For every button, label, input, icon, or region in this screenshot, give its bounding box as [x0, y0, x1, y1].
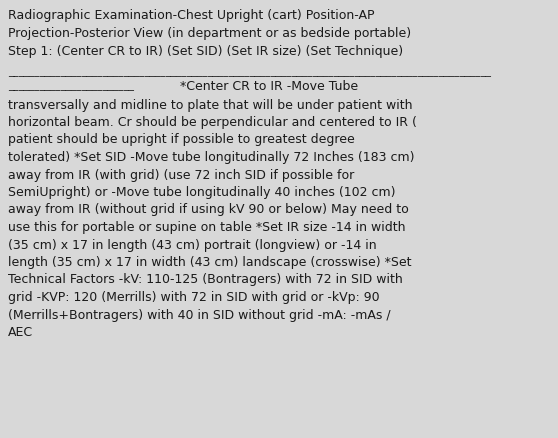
- Text: Technical Factors -kV: 110-125 (Bontragers) with 72 in SID with: Technical Factors -kV: 110-125 (Bontrage…: [8, 273, 403, 286]
- Text: AEC: AEC: [8, 325, 33, 338]
- Text: patient should be upright if possible to greatest degree: patient should be upright if possible to…: [8, 133, 355, 146]
- Text: ________________________: ________________________: [8, 81, 134, 91]
- Text: away from IR (without grid if using kV 90 or below) May need to: away from IR (without grid if using kV 9…: [8, 203, 409, 216]
- Text: tolerated) *Set SID -Move tube longitudinally 72 Inches (183 cm): tolerated) *Set SID -Move tube longitudi…: [8, 151, 415, 164]
- Text: Step 1: (Center CR to IR) (Set SID) (Set IR size) (Set Technique): Step 1: (Center CR to IR) (Set SID) (Set…: [8, 45, 403, 58]
- Text: grid -KVP: 120 (Merrills) with 72 in SID with grid or -kVp: 90: grid -KVP: 120 (Merrills) with 72 in SID…: [8, 290, 379, 303]
- Text: horizontal beam. Cr should be perpendicular and centered to IR (: horizontal beam. Cr should be perpendicu…: [8, 116, 417, 129]
- Text: length (35 cm) x 17 in width (43 cm) landscape (crosswise) *Set: length (35 cm) x 17 in width (43 cm) lan…: [8, 255, 411, 268]
- Text: Projection-Posterior View (in department or as bedside portable): Projection-Posterior View (in department…: [8, 27, 411, 40]
- Text: away from IR (with grid) (use 72 inch SID if possible for: away from IR (with grid) (use 72 inch SI…: [8, 168, 354, 181]
- Text: Radiographic Examination-Chest Upright (cart) Position-AP: Radiographic Examination-Chest Upright (…: [8, 9, 374, 22]
- Text: transversally and midline to plate that will be under patient with: transversally and midline to plate that …: [8, 98, 412, 111]
- Text: *Center CR to IR -Move Tube: *Center CR to IR -Move Tube: [176, 80, 358, 93]
- Text: SemiUpright) or -Move tube longitudinally 40 inches (102 cm): SemiUpright) or -Move tube longitudinall…: [8, 186, 396, 198]
- Text: use this for portable or supine on table *Set IR size -14 in width: use this for portable or supine on table…: [8, 220, 406, 233]
- Text: (Merrills+Bontragers) with 40 in SID without grid -mA: -mAs /: (Merrills+Bontragers) with 40 in SID wit…: [8, 308, 391, 321]
- Text: (35 cm) x 17 in length (43 cm) portrait (longview) or -14 in: (35 cm) x 17 in length (43 cm) portrait …: [8, 238, 377, 251]
- Text: ________________________________________________________________________________: ________________________________________…: [8, 67, 491, 77]
